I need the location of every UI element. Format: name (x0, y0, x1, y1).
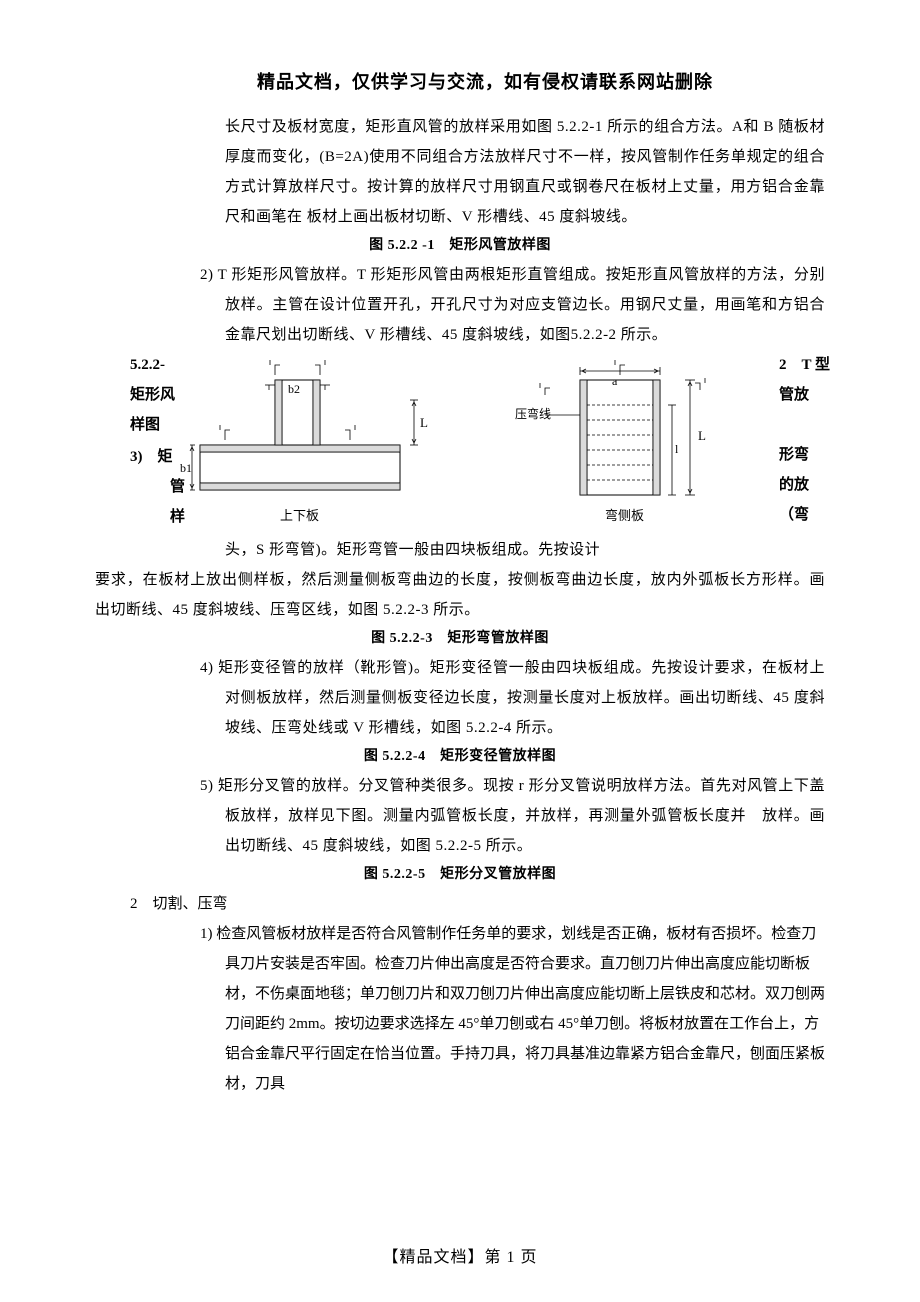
item3-s2: 管 (130, 472, 185, 502)
paragraph-1: 长尺寸及板材宽度，矩形直风管的放样采用如图 5.2.2-1 所示的组合方法。A和… (95, 112, 825, 232)
item3-cont: 头，S 形弯管)。矩形弯管一般由四块板组成。先按设计 (95, 535, 825, 565)
item-4-head: 4) (200, 660, 214, 676)
list-item-5: 5) 矩形分叉管的放样。分叉管种类很多。现按 r 形分叉管说明放样方法。首先对风… (95, 771, 825, 861)
sl3: 样图 (130, 410, 185, 440)
side-text-right: 2 T 型 管放 形弯 的放 （弯 (779, 350, 830, 530)
label-l: l (675, 442, 679, 456)
list-item-2: 2) T 形矩形风管放样。T 形矩形风管由两根矩形直管组成。按矩形直风管放样的方… (95, 260, 825, 350)
list-item-4: 4) 矩形变径管的放样（靴形管)。矩形变径管一般由四块板组成。先按设计要求，在板… (95, 653, 825, 743)
item-5-text: 矩形分叉管的放样。分叉管种类很多。现按 r 形分叉管说明放样方法。首先对风管上下… (218, 778, 825, 854)
diagram-container: b1 b2 L 上下板 (95, 350, 825, 535)
figure-caption-4: 图 5.2.2-4 矩形变径管放样图 (95, 743, 825, 771)
item-2-head: 2) (200, 267, 214, 283)
item3-r2: 的放 (779, 470, 830, 500)
figure-caption-5: 图 5.2.2-5 矩形分叉管放样图 (95, 861, 825, 889)
label-top-right: 弯侧板 (605, 508, 644, 523)
item-5-head: 5) (200, 778, 214, 794)
side-text-left: 5.2.2- 矩形风 样图 3) 矩 管 样 (130, 350, 185, 532)
item3-s3: 样 (130, 502, 185, 532)
label-a: a (612, 374, 618, 388)
header-notice: 精品文档，仅供学习与交流，如有侵权请联系网站删除 (95, 68, 825, 94)
section-2: 2 切割、压弯 (95, 889, 825, 919)
sub-item-1: 1) 检查风管板材放样是否符合风管制作任务单的要求，划线是否正确，板材有否损坏。… (95, 919, 825, 1099)
label-top-left: 上下板 (280, 508, 319, 523)
diagram-left: b1 b2 L 上下板 (170, 355, 430, 530)
item3-num: 3) 矩 (130, 440, 185, 472)
paragraph-3-full: 要求，在板材上放出侧样板，然后测量侧板弯曲边的长度，按侧板弯曲边长度，放内外弧板… (95, 565, 825, 625)
diagram-right: a l L 压弯线 弯侧板 (490, 355, 750, 530)
page-footer: 【精品文档】第 1 页 (0, 1243, 920, 1267)
sl2: 矩形风 (130, 380, 185, 410)
label-L-right: L (698, 428, 706, 443)
diagram-row: 5.2.2- 矩形风 样图 3) 矩 管 样 2 T 型 管放 形弯 的放 （弯 (95, 350, 825, 535)
item3-r1: 形弯 (779, 440, 830, 470)
item3-r3: （弯 (779, 500, 830, 530)
item-2-text: T 形矩形风管放样。T 形矩形风管由两根矩形直管组成。按矩形直风管放样的方法，分… (218, 267, 825, 343)
sub1-head: 1) (200, 926, 213, 942)
label-b2: b2 (288, 382, 300, 396)
sr1: 2 T 型 (779, 350, 830, 380)
label-bend: 压弯线 (515, 406, 551, 421)
figure-caption-1: 图 5.2.2 -1 矩形风管放样图 (95, 232, 825, 260)
item-4-text: 矩形变径管的放样（靴形管)。矩形变径管一般由四块板组成。先按设计要求，在板材上对… (218, 660, 825, 736)
figure-caption-3: 图 5.2.2-3 矩形弯管放样图 (95, 625, 825, 653)
sr2: 管放 (779, 380, 830, 410)
sl1: 5.2.2- (130, 350, 185, 380)
sub1-text: 检查风管板材放样是否符合风管制作任务单的要求，划线是否正确，板材有否损坏。检查刀… (216, 926, 825, 1092)
label-L-left: L (420, 415, 428, 430)
